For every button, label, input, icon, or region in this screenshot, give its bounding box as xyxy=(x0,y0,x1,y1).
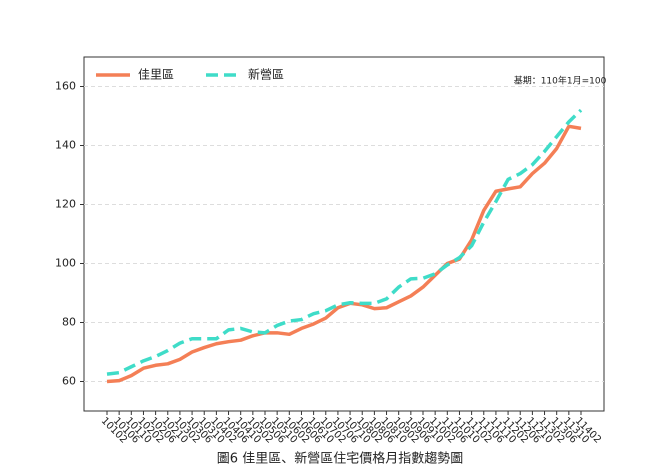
legend-label: 佳里區 xyxy=(138,68,174,82)
y-tick-label: 80 xyxy=(62,316,76,329)
plot-frame xyxy=(83,56,605,412)
legend-label: 新營區 xyxy=(248,67,284,82)
y-tick-label: 60 xyxy=(62,375,76,388)
annotation: 基期：110年1月=100 xyxy=(514,75,607,87)
series-line xyxy=(106,108,583,376)
chart-title: 圖6 佳里區、新營區住宅價格月指數趨勢圖 xyxy=(217,451,463,467)
y-tick-label: 160 xyxy=(55,80,76,93)
y-tick-label: 120 xyxy=(55,198,76,211)
y-tick-label: 100 xyxy=(55,257,76,270)
y-tick-label: 140 xyxy=(55,139,76,152)
